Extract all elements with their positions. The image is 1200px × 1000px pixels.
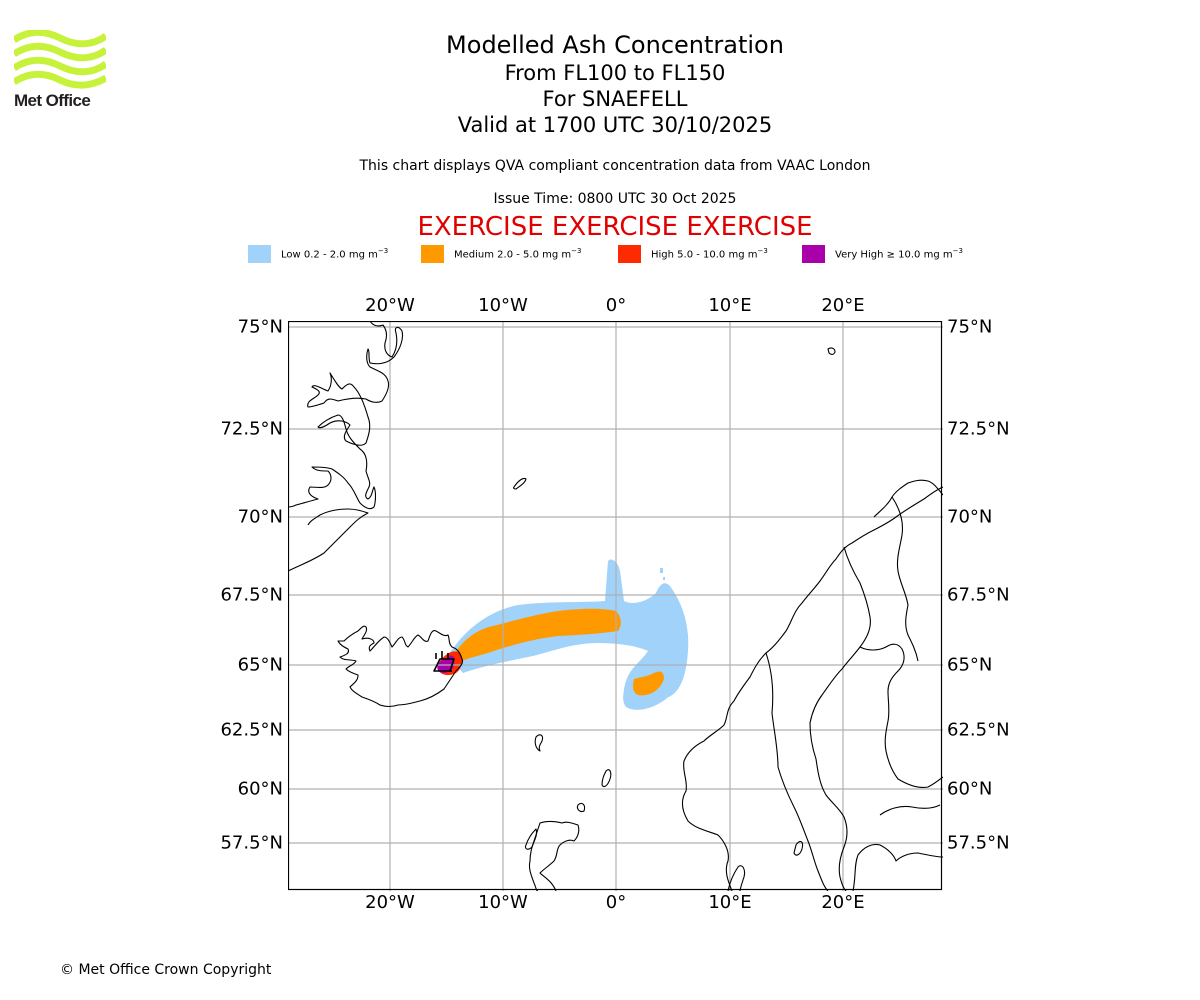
met-office-wave-logo-icon (12, 28, 109, 89)
lat-tick-right-65n: 65°N (947, 654, 993, 676)
lat-tick-right-72-5n: 72.5°N (947, 418, 1010, 440)
coast-sweden-interior (765, 652, 829, 891)
volcano-name: For SNAEFELL (542, 87, 688, 111)
legend-label-low: Low 0.2 - 2.0 mg m (281, 249, 378, 261)
lat-tick-right-70n: 70°N (947, 506, 993, 528)
lon-tick-top-10e: 10°E (708, 295, 752, 316)
coast-gulf-bothnia (809, 546, 871, 891)
coast-finland-east (891, 496, 919, 662)
coast-orkney (576, 802, 586, 813)
legend-swatch-high (618, 245, 641, 263)
coast-estonia (879, 804, 941, 816)
lat-tick-left-60n: 60°N (237, 778, 283, 800)
lat-tick-right-57-5n: 57.5°N (947, 832, 1010, 854)
map-frame (288, 321, 943, 891)
lon-tick-top-20e: 20°E (821, 295, 865, 316)
volcano-source-marker (433, 651, 455, 672)
coast-denmark (727, 865, 746, 891)
chart-description: This chart displays QVA compliant concen… (359, 158, 871, 174)
coast-jan-mayen (513, 477, 527, 490)
coast-greenland-south (288, 508, 369, 572)
lat-tick-left-75n: 75°N (237, 316, 283, 338)
lat-tick-left-67-5n: 67.5°N (220, 584, 283, 606)
flight-level-range: From FL100 to FL150 (504, 61, 726, 85)
coast-greenland (288, 321, 404, 510)
lat-tick-right-75n: 75°N (947, 316, 993, 338)
coast-norway-north (873, 479, 943, 518)
legend-item-low: Low 0.2 - 2.0 mg m−3 (248, 244, 388, 264)
concentration-legend: Low 0.2 - 2.0 mg m−3 Medium 2.0 - 5.0 mg… (0, 244, 1200, 264)
coast-norway (681, 486, 943, 891)
coast-shetland (601, 769, 612, 788)
exercise-banner: EXERCISE EXERCISE EXERCISE (417, 212, 813, 242)
ash-concentration-map (288, 321, 943, 891)
lat-tick-right-60n: 60°N (947, 778, 993, 800)
legend-item-very-high: Very High ≥ 10.0 mg m−3 (802, 244, 963, 264)
coast-iceland (337, 625, 464, 708)
lon-tick-top-0: 0° (605, 295, 627, 316)
coast-hebrides (524, 828, 538, 850)
lat-tick-left-62-5n: 62.5°N (220, 719, 283, 741)
lat-tick-left-65n: 65°N (237, 654, 283, 676)
legend-swatch-low (248, 245, 271, 263)
issue-time: Issue Time: 0800 UTC 30 Oct 2025 (493, 191, 737, 207)
chart-title-block: Modelled Ash Concentration From FL100 to… (0, 30, 1200, 138)
legend-label-very-high: Very High ≥ 10.0 mg m (835, 249, 953, 261)
lat-tick-left-57-5n: 57.5°N (220, 832, 283, 854)
coast-bear-island (827, 347, 836, 355)
ash-layer-medium (453, 608, 664, 696)
legend-label-medium: Medium 2.0 - 5.0 mg m (454, 249, 572, 261)
chart-title: Modelled Ash Concentration (446, 31, 784, 59)
legend-swatch-very-high (802, 245, 825, 263)
lat-tick-left-72-5n: 72.5°N (220, 418, 283, 440)
lon-tick-bottom-0: 0° (605, 892, 627, 913)
lat-tick-left-70n: 70°N (237, 506, 283, 528)
coast-faroes (534, 734, 544, 752)
coast-scotland (528, 820, 580, 891)
legend-label-high: High 5.0 - 10.0 mg m (651, 249, 758, 261)
coast-finland (859, 643, 943, 789)
logo-text: Met Office (14, 91, 91, 110)
lat-tick-right-62-5n: 62.5°N (947, 719, 1010, 741)
legend-item-high: High 5.0 - 10.0 mg m−3 (618, 244, 768, 264)
coastlines (288, 321, 943, 891)
coast-baltic-states (852, 843, 943, 891)
lon-tick-bottom-20e: 20°E (821, 892, 865, 913)
lon-tick-top-10w: 10°W (478, 295, 528, 316)
met-office-logo: Met Office (12, 28, 109, 112)
lon-tick-top-20w: 20°W (365, 295, 415, 316)
legend-item-medium: Medium 2.0 - 5.0 mg m−3 (421, 244, 581, 264)
lon-tick-bottom-10e: 10°E (708, 892, 752, 913)
graticule (288, 321, 943, 891)
lat-tick-right-67-5n: 67.5°N (947, 584, 1010, 606)
lon-tick-bottom-10w: 10°W (478, 892, 528, 913)
coast-gotland (793, 840, 804, 856)
valid-time: Valid at 1700 UTC 30/10/2025 (457, 113, 773, 137)
legend-swatch-medium (421, 245, 444, 263)
lon-tick-bottom-20w: 20°W (365, 892, 415, 913)
copyright-notice: © Met Office Crown Copyright (60, 962, 272, 978)
